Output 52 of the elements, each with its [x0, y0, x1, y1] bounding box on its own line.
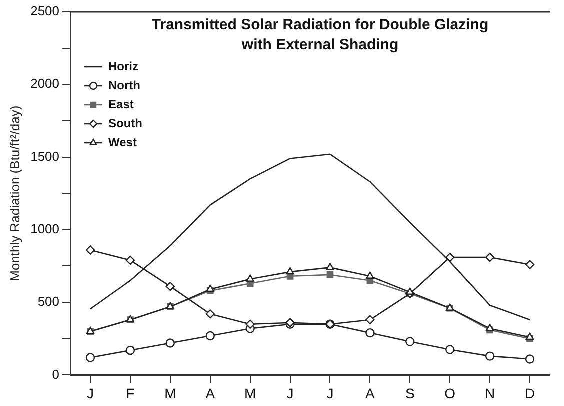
x-tick-label: A [366, 385, 376, 402]
y-tick-label: 500 [38, 294, 60, 310]
point [126, 346, 136, 356]
point [126, 256, 136, 266]
x-tick-label: F [126, 385, 135, 402]
y-tick-label: 2000 [30, 76, 60, 92]
point [446, 252, 455, 262]
point [166, 338, 176, 348]
point [206, 331, 215, 341]
point [406, 288, 414, 295]
legend-label: West [108, 135, 137, 150]
point [246, 274, 254, 282]
point [485, 252, 495, 262]
x-tick-label: M [244, 385, 256, 402]
point [286, 267, 294, 275]
text: Transmitted Solar Radiation for Double Glazing with External Shading [152, 16, 489, 54]
y-tick-label: 0 [52, 366, 60, 382]
x-tick-label: J [286, 385, 294, 402]
point [526, 332, 534, 340]
point [366, 272, 374, 280]
point [246, 320, 255, 329]
point [86, 246, 96, 255]
x-tick-label: O [444, 385, 456, 402]
x-tick-label: D [524, 385, 536, 402]
x-tick-label: J [326, 385, 334, 402]
legend-label: East [108, 97, 134, 112]
point [406, 337, 415, 346]
x-tick-label: J [87, 385, 94, 402]
y-tick-label: 1000 [30, 222, 60, 236]
point [366, 315, 375, 325]
legend-label: Horiz [108, 59, 139, 74]
point [86, 353, 96, 362]
x-tick-label: S [405, 385, 415, 402]
point [485, 352, 495, 361]
point [525, 354, 535, 364]
y-tick-label: 2500 [30, 4, 60, 19]
x-tick-label: N [485, 385, 496, 402]
point [366, 328, 375, 338]
point [446, 345, 455, 354]
point [326, 263, 334, 270]
point [525, 260, 535, 270]
y-tick-label: 1500 [30, 148, 60, 164]
point [166, 282, 176, 292]
legend-label: South [108, 116, 143, 130]
point [486, 324, 494, 332]
legend-label: North [108, 78, 141, 92]
x-tick-label: M [164, 385, 176, 402]
x-tick-label: A [206, 385, 216, 402]
y-axis-title: Monthly Radiation (Btu/ft²/day) [7, 106, 22, 282]
point [206, 310, 215, 319]
point [326, 272, 334, 278]
point [206, 284, 214, 292]
